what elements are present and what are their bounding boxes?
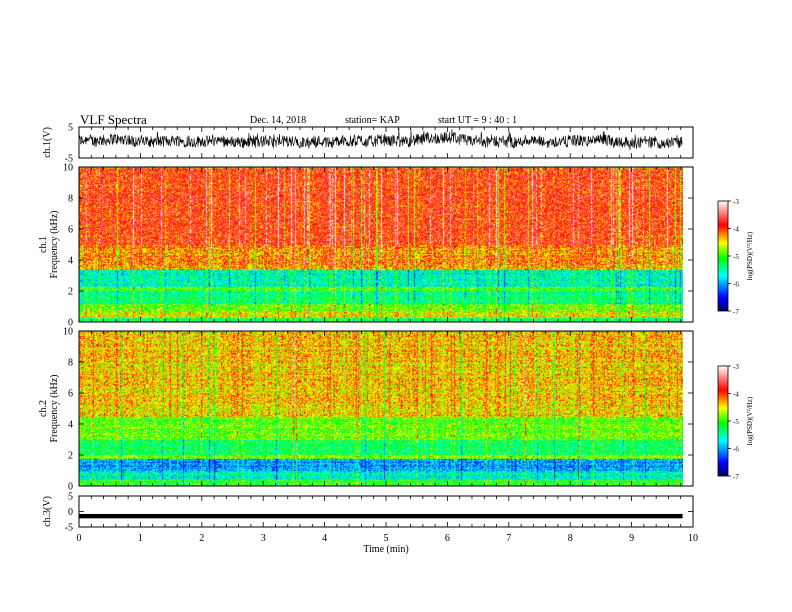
ch2-spectrogram-ylabel-channel: ch.2 <box>38 400 49 417</box>
ch1-waveform-ylabel: ch.1(V) <box>42 127 53 158</box>
ch1-spectrogram-ytick-label: 4 <box>68 256 73 267</box>
ch1-spectrogram-ytick-label: 2 <box>68 287 73 298</box>
ch2-colorbar-tick-label: -7 <box>733 473 739 481</box>
ch3-waveform-panel <box>79 513 683 519</box>
ch2-colorbar: -3 -4 -5 -6 -7 log(PSD)(V²/Hz) <box>717 363 754 481</box>
ch1-colorbar-tick-label: -7 <box>733 308 739 316</box>
x-tick-label: 0 <box>77 533 82 544</box>
ch1-spectrogram-ytick-label: 10 <box>63 163 73 174</box>
ch2-spectrogram-ytick-label: 10 <box>63 327 73 338</box>
ch2-spectrogram-ytick-label: 2 <box>68 451 73 462</box>
axes-frames <box>78 126 694 528</box>
x-tick-label: 8 <box>568 533 573 544</box>
ch1-waveform-line <box>78 128 683 151</box>
ch3-waveform-ytick-label: -5 <box>65 523 73 534</box>
x-axis-label: Time (min) <box>363 544 408 555</box>
ch2-spectrogram-ytick-label: 4 <box>68 420 73 431</box>
ch2-spectrogram-ylabel-frequency: Frequency (kHz) <box>49 374 60 442</box>
x-tick-label: 5 <box>384 533 389 544</box>
ch2-colorbar-tick-label: -4 <box>733 391 739 399</box>
ch1-spectrogram-ytick-label: 8 <box>68 194 73 205</box>
ch2-spectrogram-ytick-label: 6 <box>68 389 73 400</box>
x-tick-label: 2 <box>199 533 204 544</box>
ch1-spectrogram-ytick-label: 0 <box>68 318 73 329</box>
x-tick-label: 1 <box>138 533 143 544</box>
ch1-spectrogram-panel <box>79 167 683 322</box>
ch1-colorbar-tick-label: -4 <box>733 226 739 234</box>
ch2-colorbar-tick-label: -6 <box>733 446 739 454</box>
ch2-colorbar-label: log(PSD)(V²/Hz) <box>746 396 754 445</box>
ch1-colorbar-tick-label: -3 <box>733 198 739 206</box>
ch1-colorbar-label: log(PSD)(V²/Hz) <box>746 231 754 280</box>
ch2-spectrogram-ytick-label: 0 <box>68 482 73 493</box>
ch1-spectrogram-ylabel-frequency: Frequency (kHz) <box>49 210 60 278</box>
x-tick-label: 6 <box>445 533 450 544</box>
ch1-colorbar: -3 -4 -5 -6 -7 log(PSD)(V²/Hz) <box>717 198 754 316</box>
ch1-colorbar-tick-label: -6 <box>733 281 739 289</box>
ch1-waveform-panel <box>78 128 683 151</box>
ch1-colorbar-gradient <box>717 200 729 312</box>
x-tick-label: 7 <box>506 533 511 544</box>
x-tick-label: 3 <box>261 533 266 544</box>
ch1-waveform-ytick-label: 5 <box>68 123 73 134</box>
ch3-waveform-line <box>79 513 683 519</box>
x-tick-label: 10 <box>688 533 698 544</box>
ch3-waveform-ytick-label: 0 <box>68 507 73 518</box>
ch1-spectrogram-heatmap-image <box>79 167 683 322</box>
ch2-colorbar-tick-label: -5 <box>733 418 739 426</box>
ch2-spectrogram-panel <box>79 331 683 486</box>
ch1-waveform-ytick-label: -5 <box>65 154 73 165</box>
ch1-spectrogram-ylabel-channel: ch.1 <box>38 236 49 253</box>
start-time-label: start UT = 9 : 40 : 1 <box>438 115 518 126</box>
chart-title: VLF Spectra <box>80 112 147 127</box>
ch2-spectrogram-ytick-label: 8 <box>68 358 73 369</box>
station-label: station= KAP <box>345 115 400 126</box>
x-tick-label: 9 <box>629 533 634 544</box>
ch2-colorbar-tick-label: -3 <box>733 363 739 371</box>
ch2-colorbar-gradient <box>717 365 729 477</box>
ch3-waveform-ylabel: ch.3(V) <box>42 496 53 527</box>
date-label: Dec. 14, 2018 <box>250 115 307 126</box>
ch1-colorbar-tick-label: -5 <box>733 253 739 261</box>
ch1-spectrogram-ytick-label: 6 <box>68 225 73 236</box>
x-tick-label: 4 <box>322 533 327 544</box>
ch2-spectrogram-heatmap-image <box>79 331 683 486</box>
ch3-waveform-ytick-label: 5 <box>68 492 73 503</box>
